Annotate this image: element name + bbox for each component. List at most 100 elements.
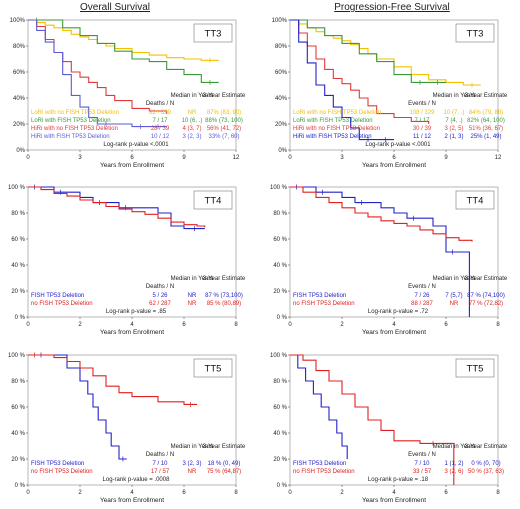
y-tick-label: 40 % xyxy=(11,431,25,437)
estimate-value: 85 % (80,89) xyxy=(207,301,241,307)
pvalue-label: Log-rank p-value = .72 xyxy=(368,309,429,315)
pvalue-label: Log-rank p-value = .0008 xyxy=(103,477,171,483)
x-tick-label: 6 xyxy=(130,155,134,161)
y-tick-label: 60 % xyxy=(11,237,25,243)
median-value: 4 (3, 7) xyxy=(182,126,201,132)
x-tick-label: 0 xyxy=(288,155,292,161)
estimate-value: 50 % (37, 63) xyxy=(468,469,504,475)
median-value: 7 (4, .) xyxy=(445,118,462,124)
deaths-value: 11 / 12 xyxy=(413,134,432,140)
x-axis-label: Years from Enrollment xyxy=(100,162,164,169)
x-tick-label: 6 xyxy=(392,155,396,161)
y-tick-label: 80 % xyxy=(273,211,287,217)
x-axis-label: Years from Enrollment xyxy=(362,329,426,336)
legend-entry: HiRi with FISH TP53 Deletion xyxy=(293,134,372,140)
y-tick-label: 100 % xyxy=(270,185,288,191)
y-tick-label: 20 % xyxy=(11,289,25,295)
survival-curve-3 xyxy=(290,19,394,141)
pvalue-label: Log-rank p-value = .18 xyxy=(368,477,429,483)
median-value: NR xyxy=(188,301,197,307)
deaths-value: 7 / 10 xyxy=(152,461,168,467)
deaths-value: 62 / 287 xyxy=(149,301,171,307)
y-tick-label: 80 % xyxy=(11,379,25,385)
legend-entry: no FISH TP53 Deletion xyxy=(293,301,355,307)
trial-label-box xyxy=(455,23,495,43)
survival-curve-0 xyxy=(28,354,127,460)
survival-curve-1 xyxy=(290,354,455,485)
x-axis-label: Years from Enrollment xyxy=(362,497,426,504)
trial-label: TT4 xyxy=(205,196,222,207)
survival-curve-2 xyxy=(28,19,168,114)
deaths-value: 7 / 26 xyxy=(414,293,430,299)
x-tick-label: 0 xyxy=(288,490,292,496)
median-value: 2 (1, 3) xyxy=(444,134,463,140)
table-header: 3-Year Estimate xyxy=(465,444,508,450)
x-tick-label: 2 xyxy=(340,322,344,328)
y-tick-label: 20 % xyxy=(273,289,287,295)
estimate-value: 0 % (0, 70) xyxy=(471,461,500,467)
panel-pfs-tt4: 0 % 20 % 40 % 60 % 80 % 100 % 0 2 4 6 8 Years from … xyxy=(270,184,508,336)
y-tick-label: 0 % xyxy=(15,483,26,489)
y-tick-label: 0 % xyxy=(15,315,26,321)
survival-curve-2 xyxy=(290,19,430,124)
table-header: 3-Year Estimate xyxy=(203,276,246,282)
survival-curve-3 xyxy=(28,19,167,128)
x-tick-label: 12 xyxy=(495,155,502,161)
panel-os-tt4: 0 % 20 % 40 % 60 % 80 % 100 % 0 2 4 6 8 Years from … xyxy=(8,184,246,336)
survival-curve-0 xyxy=(290,354,348,459)
trial-label: TT3 xyxy=(205,29,222,40)
median-value: 3 (2, 3) xyxy=(182,134,201,140)
panel-os-tt3: 0% 20% 40% 60% 80% 100% 0 3 6 9 12 Years from Enrol… xyxy=(10,17,246,169)
deaths-value: 7 / 17 xyxy=(414,118,430,124)
estimate-value: 88% (73, 100) xyxy=(205,118,243,124)
x-tick-label: 4 xyxy=(130,490,134,496)
y-tick-label: 60 % xyxy=(273,237,287,243)
y-tick-label: 20 % xyxy=(11,457,25,463)
y-tick-label: 0 % xyxy=(277,315,288,321)
median-value: NR xyxy=(188,293,197,299)
legend-entry: LoRi with FISH TP53 Deletion xyxy=(31,118,111,124)
legend-entry: FISH TP53 Deletion xyxy=(31,461,84,467)
legend-entry: HiRi with no FISH TP53 Deletion xyxy=(31,126,118,132)
y-tick-label: 40 % xyxy=(11,263,25,269)
x-tick-label: 2 xyxy=(340,490,344,496)
estimate-value: 82% (64, 100) xyxy=(467,118,505,124)
legend-entry: FISH TP53 Deletion xyxy=(293,461,346,467)
trial-label-box xyxy=(193,190,233,210)
deaths-value: 33 / 57 xyxy=(413,469,432,475)
x-tick-label: 3 xyxy=(340,155,344,161)
x-tick-label: 12 xyxy=(233,155,240,161)
estimate-value: 77 % (72,82) xyxy=(469,301,503,307)
table-header: Events / N xyxy=(408,452,436,458)
legend-entry: HiRi with no FISH TP53 Deletion xyxy=(293,126,380,132)
x-axis-label: Years from Enrollment xyxy=(100,497,164,504)
y-tick-label: 0 % xyxy=(277,483,288,489)
table-header: Median in Years xyxy=(433,276,476,282)
y-tick-label: 60% xyxy=(275,70,288,76)
estimate-value: 87 % (73,100) xyxy=(205,293,243,299)
table-header: 3-Year Estimate xyxy=(203,444,246,450)
deaths-value: 108 / 329 xyxy=(409,110,435,116)
pvalue-label: Log-rank p-value <.0001 xyxy=(365,142,431,148)
trial-label: TT5 xyxy=(205,364,222,375)
y-tick-label: 80% xyxy=(275,44,288,50)
table-header: Median in Years xyxy=(171,93,214,99)
y-tick-label: 100 % xyxy=(270,353,288,359)
deaths-value: 10 / 12 xyxy=(151,134,170,140)
y-tick-label: 40% xyxy=(275,96,288,102)
deaths-value: 30 / 39 xyxy=(413,126,432,132)
deaths-value: 82 / 329 xyxy=(149,110,171,116)
estimate-value: 18 % (0, 49) xyxy=(208,461,241,467)
y-tick-label: 20% xyxy=(275,122,288,128)
median-value: NR xyxy=(188,469,197,475)
estimate-value: 87% (83, 90) xyxy=(207,110,241,116)
y-tick-label: 60 % xyxy=(11,405,25,411)
x-tick-label: 8 xyxy=(496,490,500,496)
legend-entry: no FISH TP53 Deletion xyxy=(31,469,93,475)
y-tick-label: 20 % xyxy=(273,457,287,463)
x-tick-label: 9 xyxy=(182,155,186,161)
estimate-value: 51% (36, 67) xyxy=(469,126,503,132)
x-tick-label: 4 xyxy=(130,322,134,328)
